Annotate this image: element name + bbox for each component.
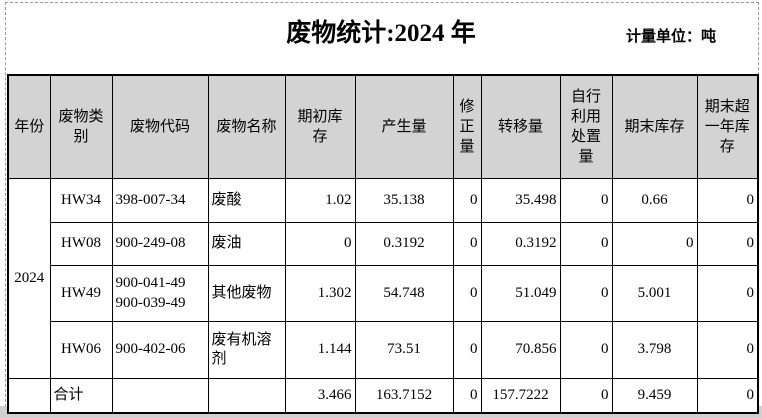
cell-code: 900-249-08 [111, 222, 209, 266]
cell-over-one-year: 0 [696, 222, 759, 266]
cell-self-disposal-total: 0 [559, 378, 613, 414]
table-row: 2024 HW34 398-007-34 废酸 1.02 35.138 0 35… [7, 178, 759, 379]
header-opening-stock: 期初库 存 [284, 74, 356, 179]
cell-correction: 0 [452, 265, 482, 322]
cell-opening-stock: 1.02 [284, 178, 356, 223]
cell-transferred: 0.3192 [480, 222, 561, 266]
cell-year-empty [7, 378, 51, 414]
cell-opening-stock: 1.302 [284, 265, 356, 322]
cell-name: 废酸 [207, 178, 286, 223]
cell-correction: 0 [452, 321, 482, 379]
cell-category: HW06 [49, 321, 113, 379]
header-waste-category: 废物类 别 [49, 74, 113, 179]
cell-correction: 0 [452, 178, 482, 223]
cell-closing-stock: 0 [611, 222, 698, 266]
header-waste-name: 废物名称 [207, 74, 286, 179]
cell-self-disposal: 0 [559, 222, 613, 266]
table-row: HW06 900-402-06 废有机溶剂 1.144 73.51 0 70.8… [8, 321, 759, 379]
cell-name: 废有机溶剂 [207, 321, 286, 379]
cell-transferred: 70.856 [480, 321, 561, 379]
cell-over-one-year-total: 0 [696, 378, 759, 414]
cell-self-disposal: 0 [559, 265, 613, 322]
table-row: HW08 900-249-08 废油 0 0.3192 0 0.3192 0 0… [8, 222, 759, 266]
cell-closing-stock: 3.798 [611, 321, 698, 379]
cell-total-label: 合计 [49, 378, 113, 414]
cell-generated: 73.51 [354, 321, 454, 379]
cell-code: 900-402-06 [111, 321, 209, 379]
cell-year: 2024 [7, 178, 51, 379]
cell-category: HW34 [49, 178, 113, 223]
header-self-disposal: 自行 利用 处置 量 [559, 74, 613, 179]
cell-generated: 35.138 [354, 178, 454, 223]
cell-code-empty [111, 378, 209, 414]
cell-opening-stock-total: 3.466 [284, 378, 356, 414]
cell-generated: 54.748 [354, 265, 454, 322]
cell-over-one-year: 0 [696, 178, 759, 223]
cell-generated-total: 163.7152 [354, 378, 454, 414]
header-year: 年份 [7, 74, 51, 179]
cell-name-empty [207, 378, 286, 414]
cell-over-one-year: 0 [696, 321, 759, 379]
cell-transferred: 51.049 [480, 265, 561, 322]
total-row: 合计 3.466 163.7152 0 157.7222 0 9.459 0 [7, 378, 759, 414]
cell-transferred: 35.498 [480, 178, 561, 223]
cell-opening-stock: 0 [284, 222, 356, 266]
header-transferred: 转移量 [480, 74, 561, 179]
cell-name: 废油 [207, 222, 286, 266]
cell-transferred-total: 157.7222 [480, 378, 561, 414]
cell-name: 其他废物 [207, 265, 286, 322]
header-waste-code: 废物代码 [111, 74, 209, 179]
table-row: HW49 900-041-49 900-039-49 其他废物 1.302 54… [8, 265, 759, 322]
cell-closing-stock: 5.001 [611, 265, 698, 322]
cell-correction: 0 [452, 222, 482, 266]
header-over-one-year-stock: 期末超 一年库 存 [696, 74, 759, 179]
header-row: 年份 废物类 别 废物代码 废物名称 期初库 存 产生量 修 正 量 转移量 自… [7, 74, 759, 179]
cell-code: 900-041-49 900-039-49 [111, 265, 209, 322]
header-generated: 产生量 [354, 74, 454, 179]
header-closing-stock: 期末库存 [611, 74, 698, 179]
cell-correction-total: 0 [452, 378, 482, 414]
cell-closing-stock: 0.66 [611, 178, 698, 223]
cell-code: 398-007-34 [111, 178, 209, 223]
waste-statistics-table: 年份 废物类 别 废物代码 废物名称 期初库 存 产生量 修 正 量 转移量 自… [7, 74, 759, 414]
page-title: 废物统计:2024 年 [286, 20, 476, 47]
cell-self-disposal: 0 [559, 178, 613, 223]
cell-over-one-year: 0 [696, 265, 759, 322]
cell-category: HW49 [49, 265, 113, 322]
cell-category: HW08 [49, 222, 113, 266]
unit-label: 计量单位：吨 [626, 28, 717, 45]
header-correction: 修 正 量 [452, 74, 482, 179]
cell-opening-stock: 1.144 [284, 321, 356, 379]
cell-generated: 0.3192 [354, 222, 454, 266]
cell-closing-stock-total: 9.459 [611, 378, 698, 414]
cell-self-disposal: 0 [559, 321, 613, 379]
